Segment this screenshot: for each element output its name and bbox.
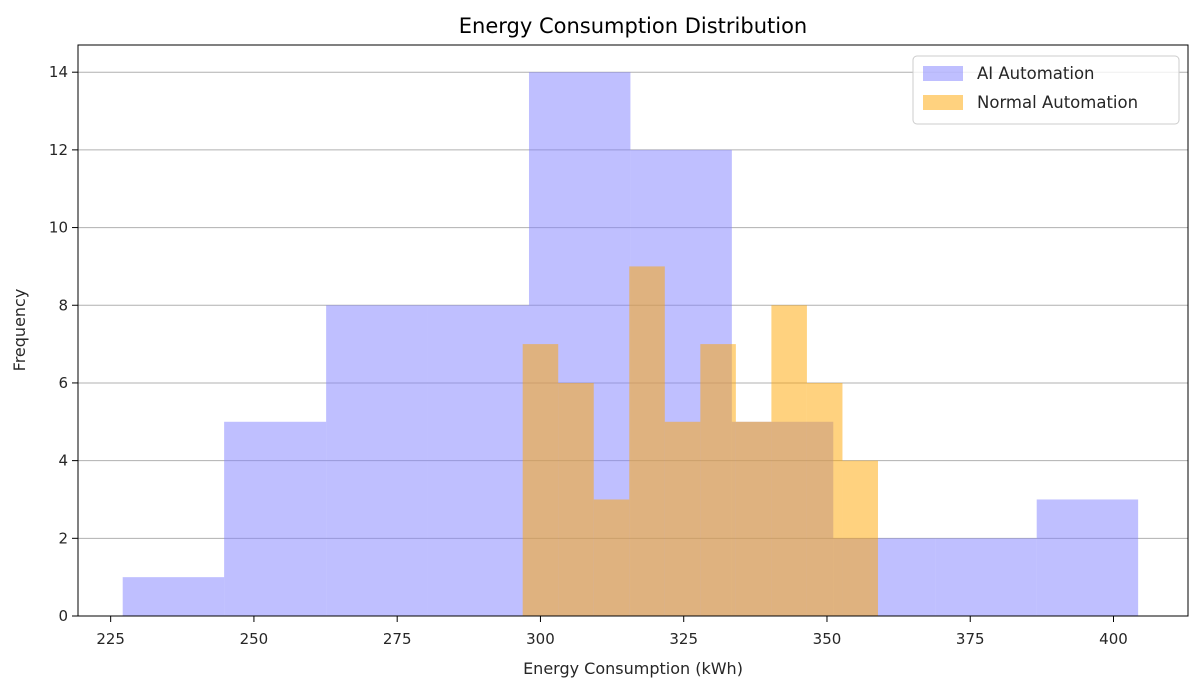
- y-tick-label: 8: [58, 296, 68, 314]
- normal-automation-bar-8: [806, 382, 843, 616]
- ai-automation-bar-8: [935, 538, 1037, 616]
- y-tick-label: 10: [49, 219, 68, 237]
- legend-box: [912, 55, 1180, 125]
- x-axis-label: Energy Consumption (kWh): [523, 659, 743, 678]
- ai-automation-bar-0: [122, 577, 225, 616]
- ai-automation-bar-3: [427, 305, 529, 616]
- normal-automation-bar-5: [700, 344, 736, 616]
- x-tick-label: 250: [240, 630, 269, 648]
- x-axis-ticks: 225 250 275 300 325 350 375 400: [96, 616, 1128, 648]
- normal-automation-bar-1: [558, 382, 594, 616]
- normal-automation-bar-2: [593, 499, 630, 616]
- ai-automation-bar-1: [224, 421, 327, 616]
- y-tick-label: 0: [58, 607, 68, 625]
- ai-automation-bar-2: [326, 305, 428, 616]
- x-tick-label: 275: [383, 630, 412, 648]
- x-tick-label: 325: [669, 630, 698, 648]
- y-tick-label: 12: [49, 141, 68, 159]
- normal-automation-bar-4: [664, 421, 701, 616]
- legend: AI Automation Normal Automation: [912, 55, 1180, 125]
- chart-title: Energy Consumption Distribution: [459, 14, 807, 38]
- x-tick-label: 350: [813, 630, 842, 648]
- legend-swatch: [923, 66, 963, 81]
- normal-automation-bar-6: [735, 421, 772, 616]
- y-tick-label: 2: [58, 529, 68, 547]
- legend-label: AI Automation: [977, 64, 1095, 83]
- legend-swatch: [923, 95, 963, 110]
- y-tick-label: 6: [58, 374, 68, 392]
- normal-automation-bar-9: [842, 460, 878, 616]
- normal-automation-bar-7: [771, 305, 807, 616]
- normal-automation-bar-3: [629, 266, 665, 616]
- x-tick-label: 375: [956, 630, 985, 648]
- y-tick-label: 14: [49, 63, 68, 81]
- ai-automation-bar-9: [1036, 499, 1139, 616]
- x-tick-label: 225: [96, 630, 125, 648]
- normal-automation-bar-0: [522, 344, 559, 616]
- x-tick-label: 300: [526, 630, 555, 648]
- x-tick-label: 400: [1099, 630, 1128, 648]
- y-tick-label: 4: [58, 452, 68, 470]
- legend-label: Normal Automation: [977, 93, 1138, 112]
- y-axis-ticks: 0 2 4 6 8 10 12 14: [49, 63, 78, 625]
- plot-frame: [77, 44, 1189, 617]
- histogram-bars: [122, 72, 1139, 616]
- y-axis-label: Frequency: [10, 289, 29, 372]
